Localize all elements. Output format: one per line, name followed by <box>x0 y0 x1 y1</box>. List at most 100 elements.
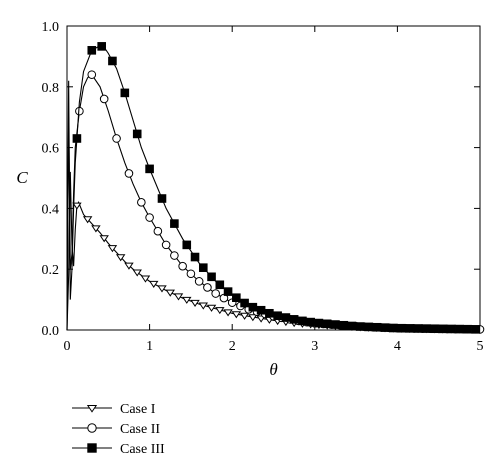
data-point <box>211 289 220 298</box>
data-point <box>438 324 448 334</box>
data-point <box>107 245 118 253</box>
data-point <box>422 324 431 333</box>
data-point <box>87 70 97 79</box>
legend: Case I Case II Case III <box>72 402 165 457</box>
data-point <box>248 314 258 322</box>
data-point <box>372 322 382 332</box>
plot-frame <box>66 25 481 331</box>
data-point <box>198 263 208 272</box>
data-point <box>115 254 126 262</box>
data-point <box>170 251 179 260</box>
data-point <box>145 164 154 174</box>
y-axis-ticks: 0.0 0.2 0.4 0.6 0.8 1.0 <box>42 20 480 339</box>
data-point <box>99 235 109 243</box>
data-point <box>207 272 216 282</box>
legend-marker <box>87 443 97 453</box>
x-tick-label: 4 <box>394 339 401 354</box>
y-tick-label: 0.0 <box>42 324 60 339</box>
data-point <box>132 269 142 277</box>
data-point <box>108 56 117 66</box>
legend-item: Case III <box>72 442 165 457</box>
data-point <box>339 320 349 330</box>
data-point <box>82 216 93 224</box>
data-point <box>132 129 142 139</box>
data-point <box>397 323 406 333</box>
data-point <box>355 322 365 331</box>
plot-border <box>66 25 481 331</box>
data-point <box>72 134 82 143</box>
data-point <box>471 325 481 334</box>
y-tick-label: 0.8 <box>42 81 60 96</box>
data-point <box>364 322 373 332</box>
data-point <box>455 324 464 334</box>
y-axis-title: C <box>16 168 28 187</box>
data-point <box>157 194 167 203</box>
legend-item: Case I <box>72 402 156 417</box>
data-point <box>203 283 212 292</box>
data-point <box>273 311 282 321</box>
data-point <box>161 240 171 250</box>
data-point <box>190 252 200 262</box>
data-point <box>182 240 192 250</box>
data-point <box>463 324 472 334</box>
data-point <box>137 198 146 207</box>
data-point <box>231 311 242 319</box>
data-point <box>306 317 315 327</box>
legend-label: Case I <box>120 402 156 417</box>
series-line <box>66 45 481 331</box>
data-point <box>72 202 82 210</box>
data-point <box>153 226 163 236</box>
data-point <box>173 293 184 301</box>
series-line <box>66 73 481 331</box>
data-point <box>198 302 209 310</box>
data-point <box>265 308 274 318</box>
legend-marker <box>86 404 98 413</box>
data-point <box>215 307 225 315</box>
x-tick-label: 0 <box>64 339 71 354</box>
data-point <box>87 46 97 55</box>
data-point <box>331 320 340 329</box>
data-point <box>240 298 249 308</box>
legend-label: Case II <box>120 422 160 437</box>
data-point <box>405 324 415 333</box>
data-point <box>388 323 398 333</box>
data-point <box>223 309 233 317</box>
data-point <box>380 323 390 332</box>
data-point <box>190 299 200 307</box>
data-point <box>289 315 299 324</box>
data-point <box>157 285 167 293</box>
y-tick-label: 1.0 <box>42 20 60 35</box>
data-point <box>256 305 266 315</box>
data-point <box>170 219 179 228</box>
data-point <box>215 280 225 290</box>
x-axis-ticks: 0 1 2 3 4 5 <box>64 26 484 354</box>
data-point <box>298 316 307 326</box>
data-point <box>124 262 134 270</box>
data-point <box>145 213 154 222</box>
legend-label: Case III <box>120 442 165 457</box>
data-point <box>239 312 250 320</box>
data-point <box>178 261 187 271</box>
data-point <box>140 275 151 283</box>
data-point <box>223 287 233 296</box>
series-case-i <box>66 171 481 334</box>
series-case-iii <box>66 42 481 334</box>
data-point <box>124 169 134 178</box>
series-layer <box>66 42 485 334</box>
data-point <box>281 313 291 322</box>
legend-item: Case II <box>72 422 160 437</box>
data-point <box>232 293 241 302</box>
data-point <box>347 321 357 331</box>
x-tick-label: 5 <box>477 339 484 354</box>
data-point <box>248 302 258 312</box>
data-point <box>206 304 217 312</box>
x-tick-label: 2 <box>229 339 236 354</box>
data-point <box>186 269 196 279</box>
data-point <box>413 324 423 333</box>
data-point <box>99 94 109 104</box>
series-line <box>66 171 481 331</box>
x-axis-title: θ <box>269 360 277 379</box>
x-tick-label: 3 <box>311 339 318 354</box>
data-point <box>314 318 324 328</box>
